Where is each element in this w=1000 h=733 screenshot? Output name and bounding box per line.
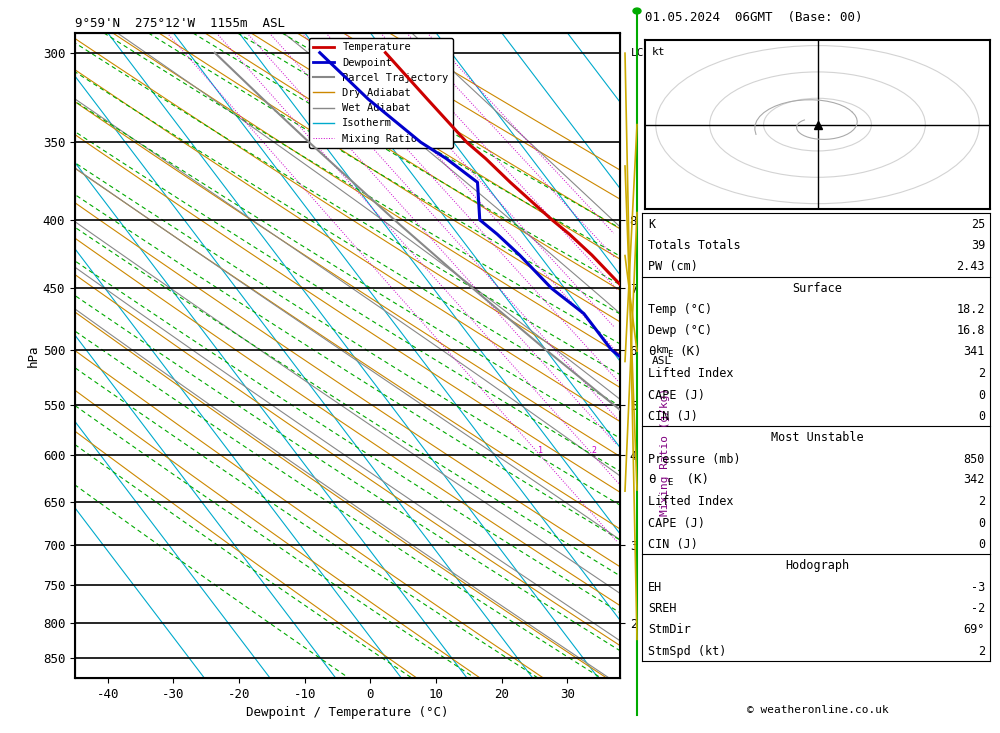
Text: © weatheronline.co.uk: © weatheronline.co.uk — [747, 704, 888, 715]
Text: θ: θ — [648, 345, 656, 358]
Text: StmDir: StmDir — [648, 623, 691, 636]
X-axis label: Dewpoint / Temperature (°C): Dewpoint / Temperature (°C) — [246, 707, 449, 719]
Text: K: K — [648, 218, 655, 231]
Text: 2: 2 — [978, 496, 985, 508]
Text: E: E — [667, 478, 672, 487]
Text: CIN (J): CIN (J) — [648, 538, 698, 551]
Text: 342: 342 — [964, 473, 985, 486]
Text: -2: -2 — [971, 602, 985, 615]
Text: 0: 0 — [978, 538, 985, 551]
Text: Temp (°C): Temp (°C) — [648, 303, 712, 316]
Text: EH: EH — [648, 581, 662, 594]
Text: CAPE (J): CAPE (J) — [648, 388, 705, 402]
Text: 2: 2 — [591, 446, 596, 455]
Text: 16.8: 16.8 — [956, 325, 985, 337]
Text: 2.43: 2.43 — [956, 260, 985, 273]
Text: E: E — [667, 350, 672, 359]
Text: Mixing Ratio (g/kg): Mixing Ratio (g/kg) — [660, 388, 670, 516]
Text: (K): (K) — [679, 345, 702, 358]
Text: 1: 1 — [538, 446, 543, 455]
Text: Totals Totals: Totals Totals — [648, 239, 741, 252]
Text: 01.05.2024  06GMT  (Base: 00): 01.05.2024 06GMT (Base: 00) — [645, 11, 862, 24]
Text: 39: 39 — [971, 239, 985, 252]
Text: (K): (K) — [679, 473, 709, 486]
Text: PW (cm): PW (cm) — [648, 260, 698, 273]
Text: Pressure (mb): Pressure (mb) — [648, 452, 741, 465]
Text: kt: kt — [652, 47, 665, 57]
Text: 850: 850 — [964, 452, 985, 465]
Text: 9°59'N  275°12'W  1155m  ASL: 9°59'N 275°12'W 1155m ASL — [75, 18, 285, 31]
Text: Dewp (°C): Dewp (°C) — [648, 325, 712, 337]
Text: 18.2: 18.2 — [956, 303, 985, 316]
Legend: Temperature, Dewpoint, Parcel Trajectory, Dry Adiabat, Wet Adiabat, Isotherm, Mi: Temperature, Dewpoint, Parcel Trajectory… — [309, 38, 453, 148]
Text: 69°: 69° — [964, 623, 985, 636]
Text: -3: -3 — [971, 581, 985, 594]
Text: Lifted Index: Lifted Index — [648, 496, 734, 508]
Text: Most Unstable: Most Unstable — [771, 431, 864, 444]
Y-axis label: hPa: hPa — [27, 345, 40, 366]
Text: CIN (J): CIN (J) — [648, 410, 698, 423]
Text: Surface: Surface — [793, 281, 842, 295]
Text: 25: 25 — [971, 218, 985, 231]
Text: SREH: SREH — [648, 602, 676, 615]
Text: Hodograph: Hodograph — [785, 559, 850, 572]
Text: 341: 341 — [964, 345, 985, 358]
Text: 0: 0 — [978, 517, 985, 529]
Text: CAPE (J): CAPE (J) — [648, 517, 705, 529]
Text: 2: 2 — [978, 644, 985, 658]
Text: StmSpd (kt): StmSpd (kt) — [648, 644, 726, 658]
Text: 0: 0 — [978, 410, 985, 423]
Text: LCL: LCL — [631, 48, 651, 58]
Text: 2: 2 — [978, 367, 985, 380]
Text: 0: 0 — [978, 388, 985, 402]
Text: Lifted Index: Lifted Index — [648, 367, 734, 380]
Y-axis label: km
ASL: km ASL — [652, 345, 672, 366]
Text: θ: θ — [648, 473, 656, 486]
